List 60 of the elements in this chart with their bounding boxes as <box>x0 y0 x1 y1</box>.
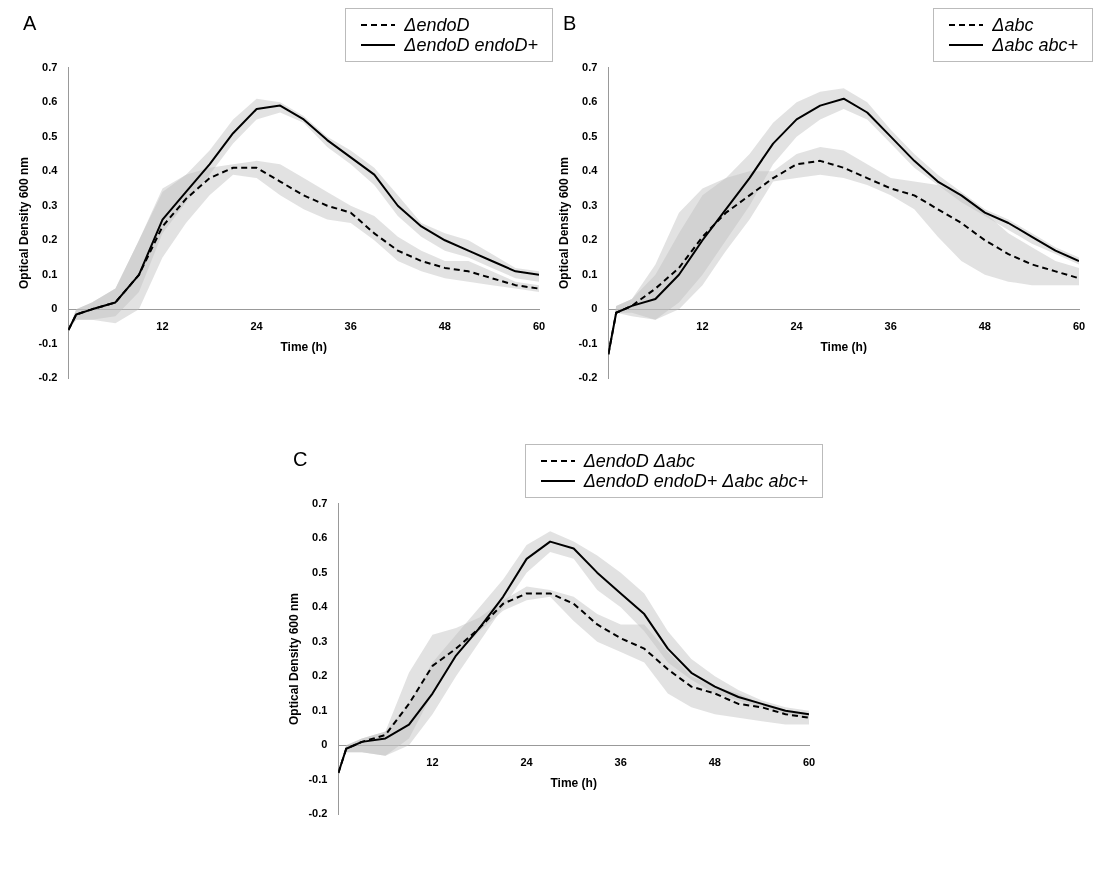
y-tick-label: -0.1 <box>38 336 58 349</box>
y-tick-label: 0.5 <box>312 565 328 578</box>
legend-label: Δabc <box>992 15 1034 35</box>
x-tick-label: 12 <box>696 319 709 332</box>
y-tick-label: 0.6 <box>312 531 328 544</box>
legend-label: ΔendoD Δabc <box>583 451 695 471</box>
x-tick-label: 36 <box>344 319 357 332</box>
y-tick-label: 0.1 <box>582 267 598 280</box>
x-tick-label: 60 <box>532 319 546 332</box>
x-tick-label: 36 <box>884 319 897 332</box>
y-tick-label: -0.2 <box>308 807 328 820</box>
y-tick-label: 0.2 <box>42 233 58 246</box>
y-tick-label: -0.1 <box>578 336 598 349</box>
y-tick-label: 0.6 <box>42 95 58 108</box>
y-tick-label: 0.4 <box>582 164 599 177</box>
y-tick-label: -0.2 <box>38 371 58 384</box>
x-tick-label: 48 <box>438 319 451 332</box>
x-tick-label: 12 <box>426 755 439 768</box>
y-axis-title: Optical Density 600 nm <box>556 156 571 290</box>
y-axis-title: Optical Density 600 nm <box>16 156 31 290</box>
y-tick-label: 0.1 <box>42 267 58 280</box>
x-tick-label: 60 <box>802 755 816 768</box>
y-tick-label: 0.4 <box>312 600 329 613</box>
x-tick-label: 24 <box>520 755 534 768</box>
x-axis-title: Time (h) <box>550 776 597 791</box>
x-tick-label: 24 <box>790 319 804 332</box>
y-tick-label: 0.1 <box>312 703 328 716</box>
legend-label: Δabc abc+ <box>992 35 1078 55</box>
x-tick-label: 48 <box>978 319 991 332</box>
y-tick-label: 0 <box>321 738 328 751</box>
x-tick-label: 36 <box>614 755 627 768</box>
chart-title: B <box>562 11 578 36</box>
x-tick-label: 24 <box>250 319 264 332</box>
chart-title: A <box>22 11 38 36</box>
y-tick-label: -0.1 <box>308 772 328 785</box>
y-axis-title: Optical Density 600 nm <box>286 592 301 726</box>
chart-title: C <box>292 447 309 472</box>
y-tick-label: 0.5 <box>42 129 58 142</box>
y-tick-label: 0.5 <box>582 129 598 142</box>
y-tick-label: -0.2 <box>578 371 598 384</box>
y-tick-label: 0.3 <box>582 198 598 211</box>
legend-label: ΔendoD <box>404 15 470 35</box>
y-tick-label: 0.7 <box>42 60 58 73</box>
x-tick-label: 12 <box>156 319 169 332</box>
y-tick-label: 0.6 <box>582 95 598 108</box>
legend-label: ΔendoD endoD+ Δabc abc+ <box>583 471 808 491</box>
y-tick-label: 0.3 <box>42 198 58 211</box>
y-tick-label: 0 <box>591 302 598 315</box>
x-tick-label: 48 <box>708 755 721 768</box>
y-tick-label: 0 <box>51 302 58 315</box>
x-axis-title: Time (h) <box>820 340 867 355</box>
y-tick-label: 0.2 <box>312 669 328 682</box>
y-tick-label: 0.3 <box>312 634 328 647</box>
y-tick-label: 0.7 <box>312 496 328 509</box>
x-tick-label: 60 <box>1072 319 1086 332</box>
y-tick-label: 0.2 <box>582 233 598 246</box>
y-tick-label: 0.7 <box>582 60 598 73</box>
x-axis-title: Time (h) <box>280 340 327 355</box>
y-tick-label: 0.4 <box>42 164 59 177</box>
legend-label: ΔendoD endoD+ <box>404 35 538 55</box>
